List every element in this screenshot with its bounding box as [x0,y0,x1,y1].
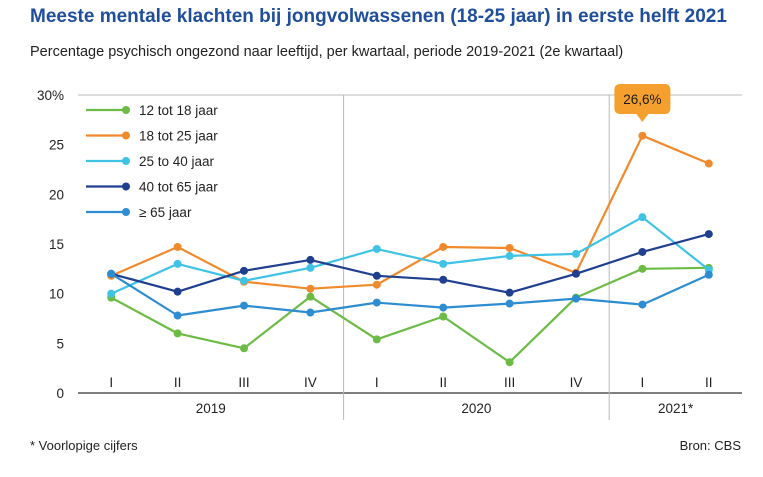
x-tick-label: I [641,375,645,390]
annotation-box [614,84,671,114]
data-point [306,255,315,264]
x-tick-label: IV [304,375,317,390]
data-point [306,263,315,272]
data-point [572,249,580,258]
data-point [704,270,713,279]
y-tick-label: 5 [56,336,64,351]
series-line [110,134,710,290]
y-tick-label: 30% [37,88,64,103]
data-point [505,358,514,367]
legend-marker [122,157,130,165]
data-point [173,329,182,338]
annotation-label: 26,6% [623,92,661,107]
year-label: 2019 [196,401,226,416]
x-tick-label: II [174,375,182,390]
data-point [372,298,381,307]
data-point [107,269,116,278]
data-point [372,244,381,253]
data-point [107,289,116,298]
footnote: * Voorlopige cijfers [30,438,138,453]
annotation-pointer [636,114,649,122]
source-note: Bron: CBS [679,438,741,453]
year-label: 2020 [461,401,491,416]
y-tick-label: 25 [49,138,64,153]
x-tick-label: II [705,375,713,390]
x-tick-label: II [439,375,447,390]
data-point [505,288,514,297]
y-tick-label: 10 [49,287,64,302]
data-point [572,294,580,303]
data-point [306,308,315,317]
data-point [173,287,182,296]
data-point [173,311,182,320]
data-point [240,276,248,285]
data-point [439,242,448,251]
data-point [505,243,514,252]
legend-marker [122,182,130,191]
data-point [505,251,514,260]
legend-label: 18 tot 25 jaar [139,129,218,144]
data-point [439,275,448,284]
legend-marker [122,106,130,114]
x-tick-label: IV [570,375,583,390]
chart-subtitle: Percentage psychisch ongezond naar leeft… [30,44,624,60]
series-line [110,216,710,295]
data-point [439,312,448,321]
data-point [505,299,514,308]
legend-marker [122,131,130,140]
x-tick-label: III [504,375,515,390]
data-point [372,280,381,289]
data-point [439,303,448,312]
series-line [110,233,710,294]
data-point [704,159,713,168]
legend-marker [122,208,130,216]
data-point [704,230,713,239]
data-point [173,242,182,251]
x-tick-label: III [238,375,249,390]
data-point [306,292,315,301]
data-point [240,301,248,310]
data-point [638,300,647,309]
series-line [110,272,710,317]
data-point [240,344,248,353]
legend-label: 12 tot 18 jaar [139,103,218,118]
data-point [638,213,647,222]
legend-label: ≥ 65 jaar [139,205,192,220]
data-point [572,269,580,278]
data-point [638,131,647,140]
x-tick-label: I [109,375,113,390]
year-label: 2021* [658,401,694,416]
y-tick-label: 20 [49,187,64,202]
chart-title: Meeste mentale klachten bij jongvolwasse… [30,6,727,27]
legend-label: 40 tot 65 jaar [139,180,218,195]
data-point [173,259,182,268]
y-tick-label: 0 [56,386,64,401]
data-point [372,271,381,280]
series-line [110,266,709,364]
x-tick-label: I [375,375,379,390]
data-point [638,264,647,273]
data-point [439,259,448,268]
y-tick-label: 15 [49,237,64,252]
data-point [240,266,248,275]
legend-label: 25 to 40 jaar [139,154,215,169]
data-point [306,284,315,293]
data-point [372,335,381,344]
data-point [638,247,647,256]
